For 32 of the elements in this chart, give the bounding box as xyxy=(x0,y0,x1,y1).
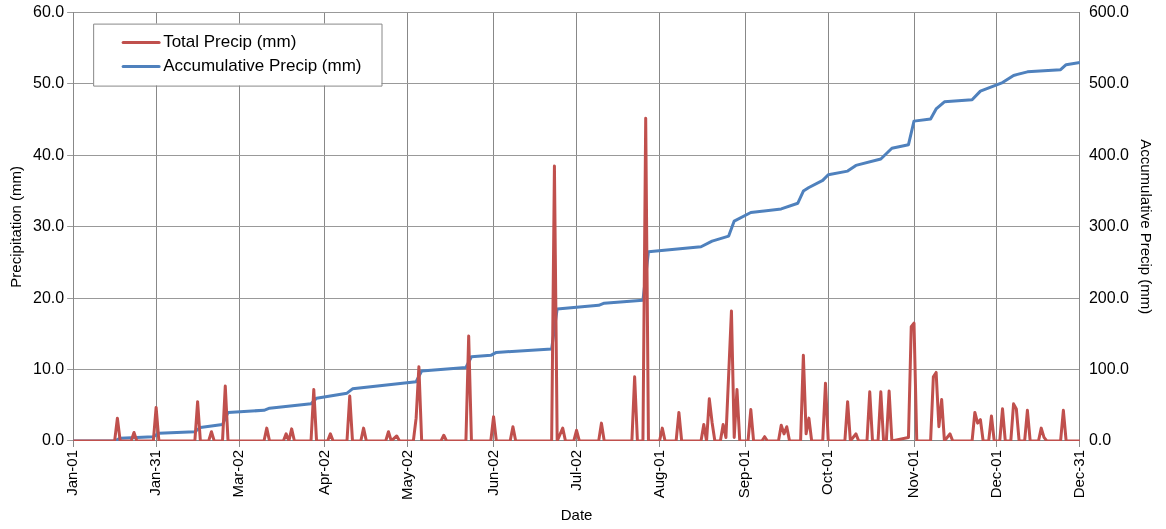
x-tick-label: Jan-01 xyxy=(63,449,81,496)
legend-label: Total Precip (mm) xyxy=(163,32,297,52)
y2-tick-label: 400.0 xyxy=(1088,145,1130,163)
x-axis-title: Date xyxy=(560,506,593,524)
y-tick-label: 50.0 xyxy=(33,74,65,92)
x-tick-label: Sep-01 xyxy=(735,449,753,499)
y2-axis-title: Accumulative Precip (mm) xyxy=(1137,139,1155,315)
y2-tick-label: 100.0 xyxy=(1088,359,1130,377)
x-tick-label: May-02 xyxy=(397,449,415,501)
x-tick-label: Oct-01 xyxy=(818,449,836,495)
y2-tick-label: 500.0 xyxy=(1088,74,1130,92)
y-tick-label: 0.0 xyxy=(41,431,65,449)
y-tick-label: 30.0 xyxy=(33,217,65,235)
y-tick-label: 60.0 xyxy=(33,3,65,21)
x-tick-label: Jul-02 xyxy=(566,449,584,491)
y-tick-label: 10.0 xyxy=(33,359,65,377)
y2-tick-label: 200.0 xyxy=(1088,288,1130,306)
y-tick-label: 20.0 xyxy=(33,288,65,306)
legend-label: Accumulative Precip (mm) xyxy=(163,56,362,76)
x-tick-label: Mar-02 xyxy=(229,449,247,498)
y2-tick-label: 0.0 xyxy=(1088,431,1112,449)
x-tick-label: Dec-01 xyxy=(987,449,1005,499)
y2-tick-label: 300.0 xyxy=(1088,217,1130,235)
x-tick-label: Apr-02 xyxy=(314,449,332,496)
x-tick-label: Nov-01 xyxy=(904,449,922,499)
y-tick-label: 40.0 xyxy=(33,145,65,163)
y-axis-title: Precipitation (mm) xyxy=(7,165,25,288)
x-tick-label: Jun-02 xyxy=(483,449,501,496)
x-tick-label: Jan-31 xyxy=(146,449,164,496)
x-tick-label: Aug-01 xyxy=(649,449,667,499)
x-tick-label: Dec-31 xyxy=(1070,449,1088,499)
y2-tick-label: 600.0 xyxy=(1088,3,1130,21)
